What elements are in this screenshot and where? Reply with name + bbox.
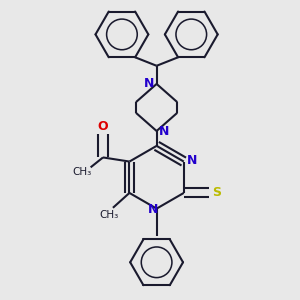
Text: S: S [212, 186, 221, 200]
Text: CH₃: CH₃ [99, 210, 119, 220]
Text: CH₃: CH₃ [73, 167, 92, 177]
Text: N: N [159, 124, 169, 137]
Text: O: O [98, 120, 108, 133]
Text: N: N [187, 154, 197, 167]
Text: N: N [144, 77, 154, 91]
Text: N: N [148, 203, 158, 216]
